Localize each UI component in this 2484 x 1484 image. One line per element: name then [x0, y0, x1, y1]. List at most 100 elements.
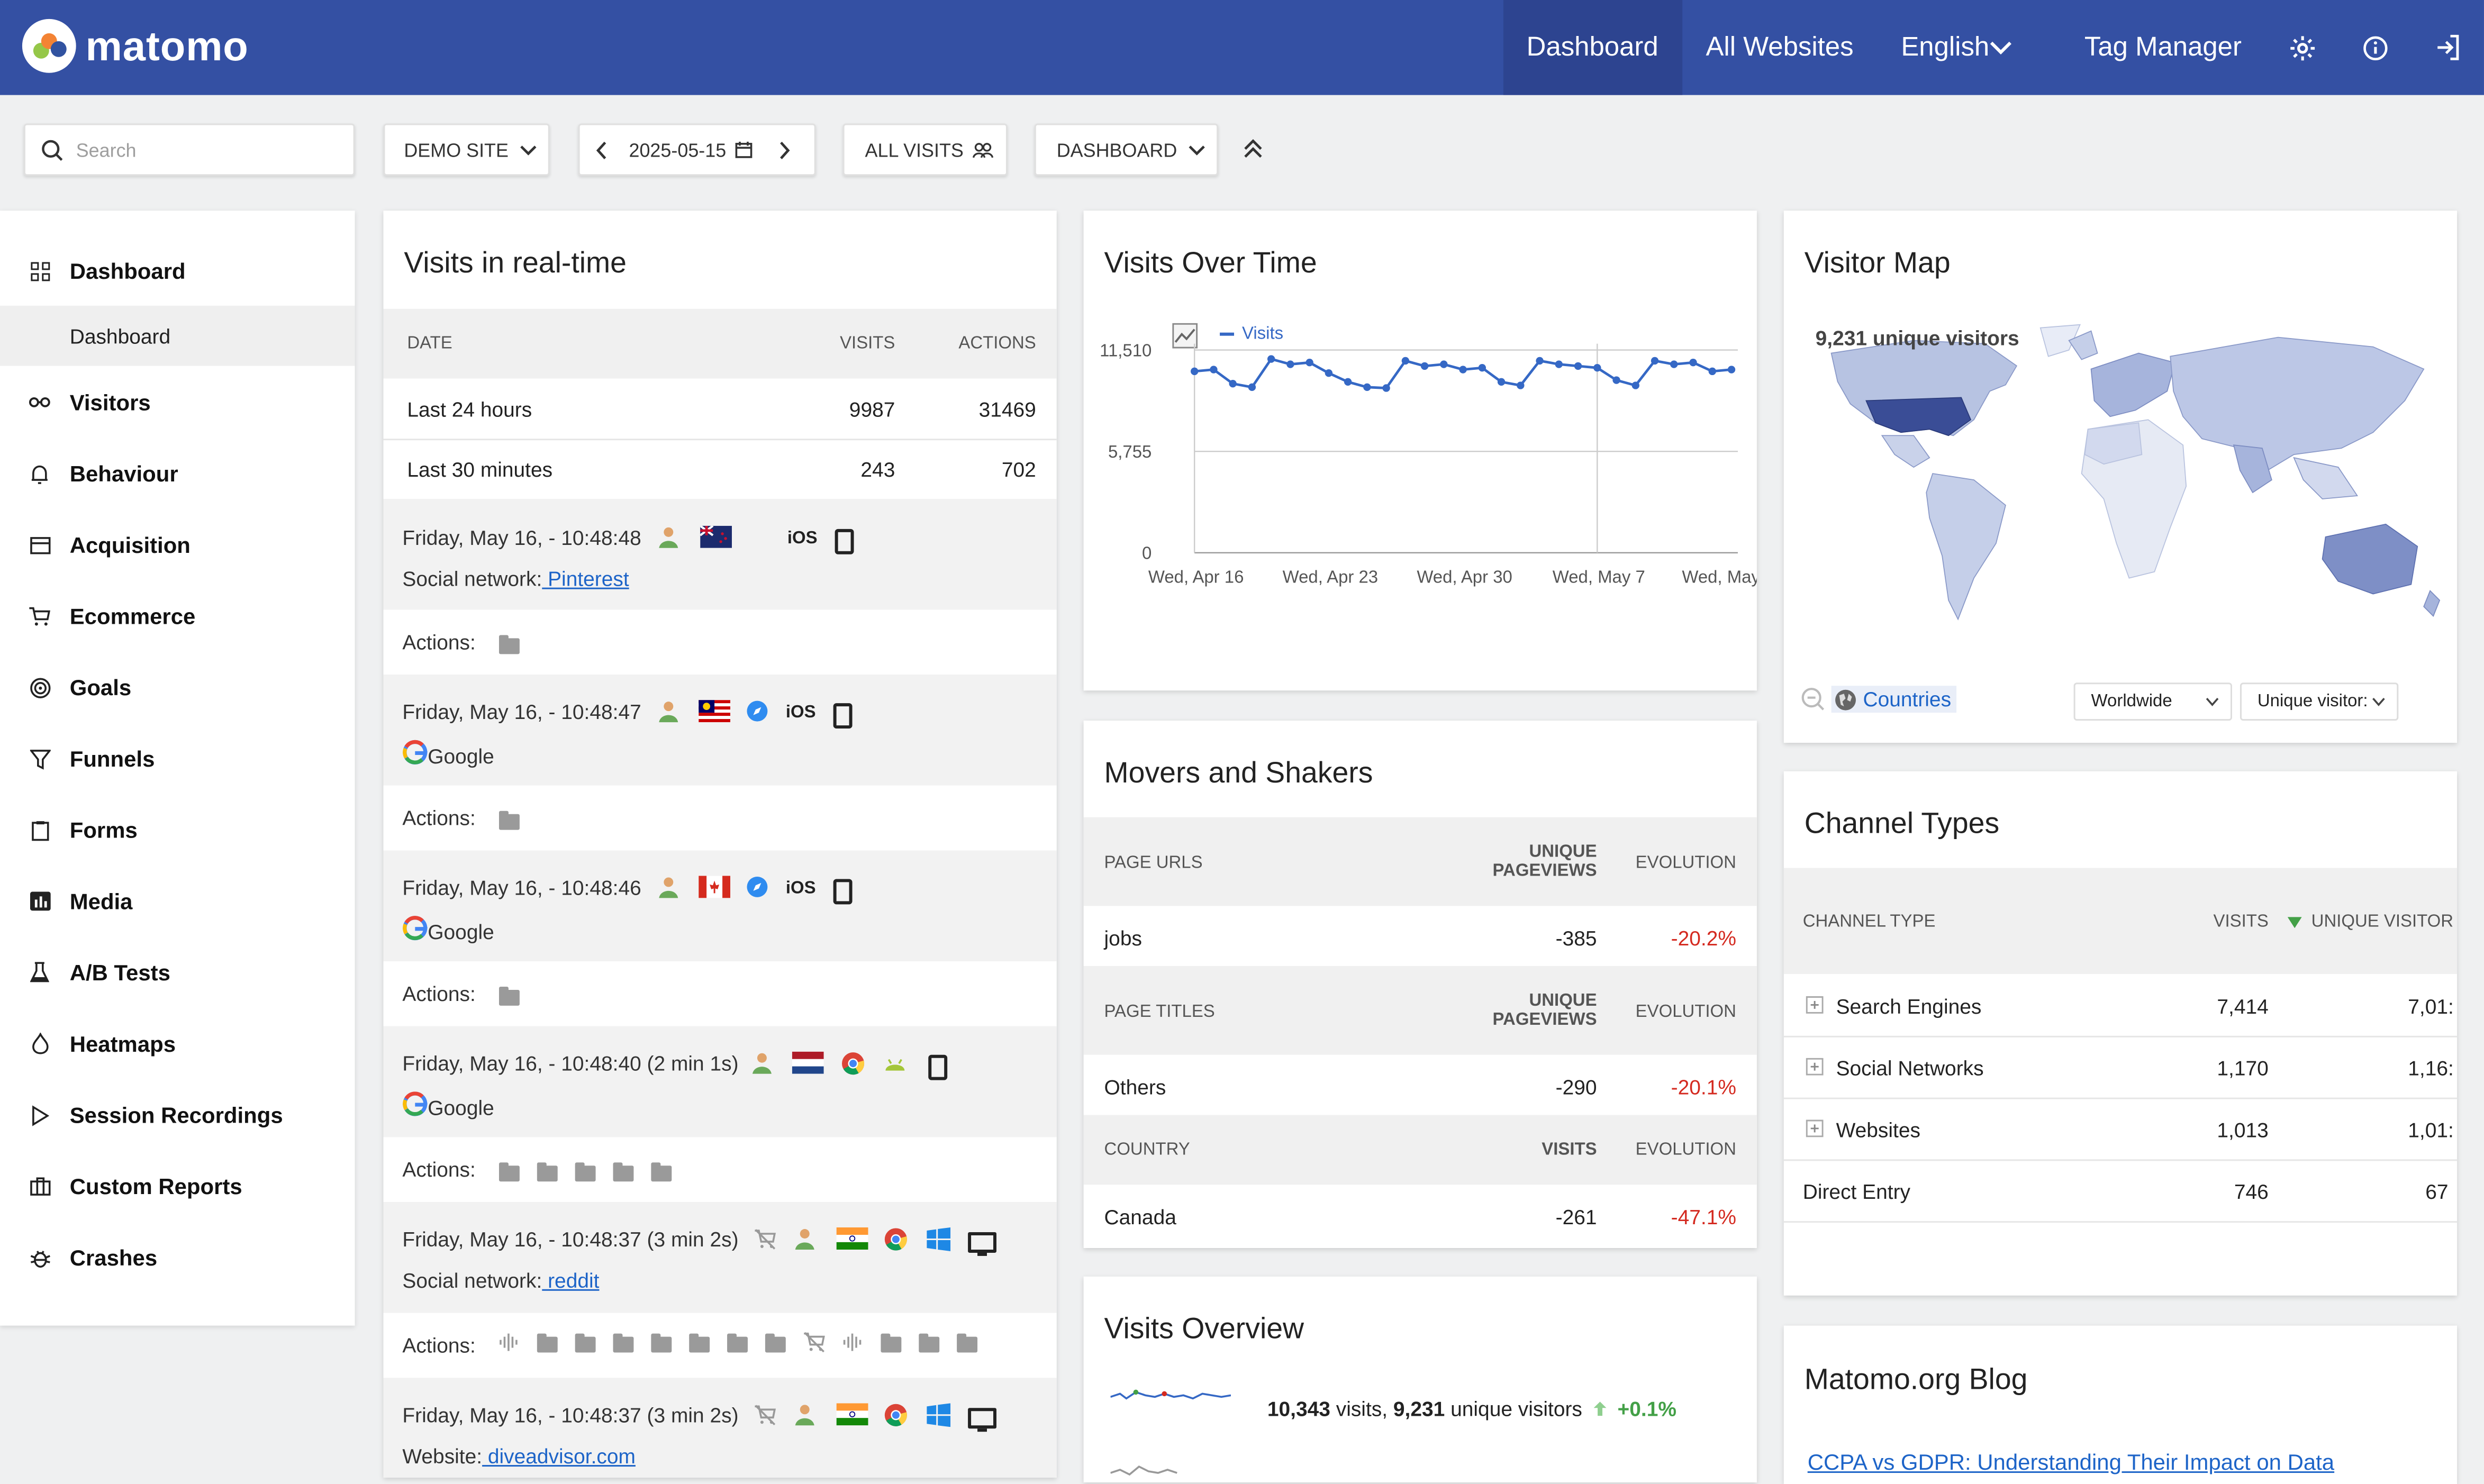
sidebar-subitem-dashboard[interactable]: Dashboard: [0, 305, 355, 366]
world-map[interactable]: [1803, 322, 2446, 639]
visitor-profile-icon[interactable]: [657, 874, 683, 907]
expand-plus-icon[interactable]: [1806, 1119, 1824, 1137]
sidebar-item-forms[interactable]: Forms: [0, 800, 355, 860]
table-row[interactable]: Direct Entry 746 67: [1783, 1159, 2458, 1223]
folder-icon[interactable]: [651, 1162, 672, 1182]
data-point[interactable]: [1727, 366, 1736, 374]
data-point[interactable]: [1555, 360, 1563, 368]
sidebar-item-ab-tests[interactable]: A/B Tests: [0, 942, 355, 1003]
zoom-out-icon[interactable]: [1801, 687, 1825, 711]
data-point[interactable]: [1478, 364, 1486, 372]
visit-entry[interactable]: Friday, May 16, - 10:48:37 (3 min 2s) So…: [383, 1202, 1057, 1313]
sidebar-item-visitors[interactable]: Visitors: [0, 372, 355, 432]
expand-plus-icon[interactable]: [1806, 1058, 1824, 1076]
folder-icon[interactable]: [537, 1333, 558, 1352]
data-point[interactable]: [1363, 383, 1371, 392]
table-row[interactable]: Websites 1,013 1,01:: [1783, 1098, 2458, 1161]
source-link-reddit[interactable]: reddit: [542, 1268, 600, 1292]
blog-post-link[interactable]: CCPA vs GDPR: Understanding Their Impact…: [1807, 1449, 2335, 1475]
chevron-left-icon[interactable]: [596, 140, 609, 159]
visit-entry[interactable]: Friday, May 16, - 10:48:40 (2 min 1s) Go…: [383, 1026, 1057, 1137]
data-point[interactable]: [1190, 367, 1199, 376]
folder-icon[interactable]: [613, 1162, 634, 1182]
search-input[interactable]: Search: [23, 123, 355, 176]
sidebar-item-behaviour[interactable]: Behaviour: [0, 443, 355, 504]
folder-icon[interactable]: [498, 635, 520, 654]
data-point[interactable]: [1248, 383, 1256, 392]
column-header-visits[interactable]: VISITS: [2213, 912, 2269, 932]
sidebar-item-media[interactable]: Media: [0, 871, 355, 931]
source-link-pinterest[interactable]: Pinterest: [542, 567, 629, 591]
data-point[interactable]: [1612, 376, 1620, 384]
visitor-profile-icon[interactable]: [657, 698, 683, 732]
folder-icon[interactable]: [613, 1333, 634, 1352]
data-point[interactable]: [1536, 357, 1544, 365]
folder-icon[interactable]: [575, 1333, 596, 1352]
audio-wave-icon[interactable]: [843, 1332, 864, 1353]
data-point[interactable]: [1574, 362, 1582, 370]
site-selector[interactable]: DEMO SITE: [383, 123, 550, 176]
data-point[interactable]: [1689, 359, 1697, 367]
folder-icon[interactable]: [919, 1333, 940, 1352]
sidebar-item-acquisition[interactable]: Acquisition: [0, 515, 355, 575]
data-point[interactable]: [1420, 362, 1429, 370]
data-point[interactable]: [1267, 355, 1275, 363]
data-point[interactable]: [1440, 360, 1448, 368]
table-row[interactable]: Social Networks 1,170 1,16:: [1783, 1036, 2458, 1099]
table-row[interactable]: Others -290 -20.1%: [1083, 1055, 1757, 1117]
data-point[interactable]: [1401, 357, 1410, 365]
visitor-profile-icon[interactable]: [657, 524, 683, 558]
chart-legend[interactable]: Visits: [1220, 325, 1283, 344]
metric-select[interactable]: Unique visitor:: [2240, 682, 2399, 721]
table-row[interactable]: Search Engines 7,414 7,01:: [1783, 974, 2458, 1037]
segment-selector[interactable]: ALL VISITS: [842, 123, 1008, 176]
date-selector[interactable]: 2025-05-15: [578, 123, 816, 176]
region-select[interactable]: Worldwide: [2073, 682, 2232, 721]
sidebar-item-heatmaps[interactable]: Heatmaps: [0, 1014, 355, 1074]
visitor-profile-icon[interactable]: [751, 1050, 776, 1084]
folder-icon[interactable]: [498, 1162, 520, 1182]
data-point[interactable]: [1708, 367, 1716, 376]
collapse-chevrons-icon[interactable]: [1242, 136, 1264, 169]
folder-icon[interactable]: [765, 1333, 786, 1352]
sidebar-item-custom-reports[interactable]: Custom Reports: [0, 1156, 355, 1216]
column-header-unique-visitors[interactable]: UNIQUE VISITOR: [2287, 912, 2453, 931]
data-point[interactable]: [1459, 366, 1467, 374]
data-point[interactable]: [1593, 364, 1601, 372]
data-point[interactable]: [1651, 357, 1659, 365]
visit-entry[interactable]: Friday, May 16, - 10:48:46 iOS Google: [383, 850, 1057, 962]
expand-plus-icon[interactable]: [1806, 996, 1824, 1014]
visit-entry[interactable]: Friday, May 16, - 10:48:47 iOS Google: [383, 675, 1057, 786]
sidebar-item-session-recordings[interactable]: Session Recordings: [0, 1085, 355, 1145]
folder-icon[interactable]: [537, 1162, 558, 1182]
data-point[interactable]: [1497, 378, 1506, 386]
data-point[interactable]: [1631, 381, 1639, 389]
table-row[interactable]: Canada -261 -47.1%: [1084, 1185, 1757, 1245]
visitor-profile-icon[interactable]: [794, 1401, 819, 1435]
dashboard-menu[interactable]: DASHBOARD: [1034, 123, 1219, 176]
source-link-diveadvisor[interactable]: diveadvisor.com: [482, 1444, 636, 1469]
chart-type-toggle-icon[interactable]: [1172, 323, 1198, 357]
folder-icon[interactable]: [498, 811, 520, 830]
nav-language[interactable]: English: [1877, 0, 2035, 95]
data-point[interactable]: [1670, 360, 1678, 368]
visitor-profile-icon[interactable]: [794, 1226, 819, 1259]
sidebar-item-ecommerce[interactable]: Ecommerce: [0, 586, 355, 647]
folder-icon[interactable]: [881, 1333, 902, 1352]
settings-gear-icon[interactable]: [2265, 0, 2338, 95]
visits-line-chart[interactable]: 11,510 5,755 0 Wed, Apr 16 Wed, Apr 23 Wed, A…: [1084, 211, 1757, 690]
folder-icon[interactable]: [575, 1162, 596, 1182]
countries-toggle[interactable]: Countries: [1831, 686, 1956, 713]
folder-icon[interactable]: [689, 1333, 710, 1352]
folder-icon[interactable]: [957, 1333, 978, 1352]
sign-out-icon[interactable]: [2411, 0, 2484, 95]
folder-icon[interactable]: [651, 1333, 672, 1352]
data-point[interactable]: [1344, 378, 1352, 386]
visit-entry[interactable]: Friday, May 16, - 10:48:37 (3 min 2s) We…: [383, 1378, 1057, 1478]
chevron-right-icon[interactable]: [778, 140, 791, 159]
nav-tag-manager[interactable]: Tag Manager: [2084, 31, 2242, 62]
table-row[interactable]: jobs -385 -20.2%: [1083, 906, 1757, 968]
data-point[interactable]: [1306, 359, 1313, 367]
visit-entry[interactable]: Friday, May 16, - 10:48:48 iOS Social ne…: [383, 498, 1057, 610]
audio-wave-icon[interactable]: [499, 1332, 520, 1353]
